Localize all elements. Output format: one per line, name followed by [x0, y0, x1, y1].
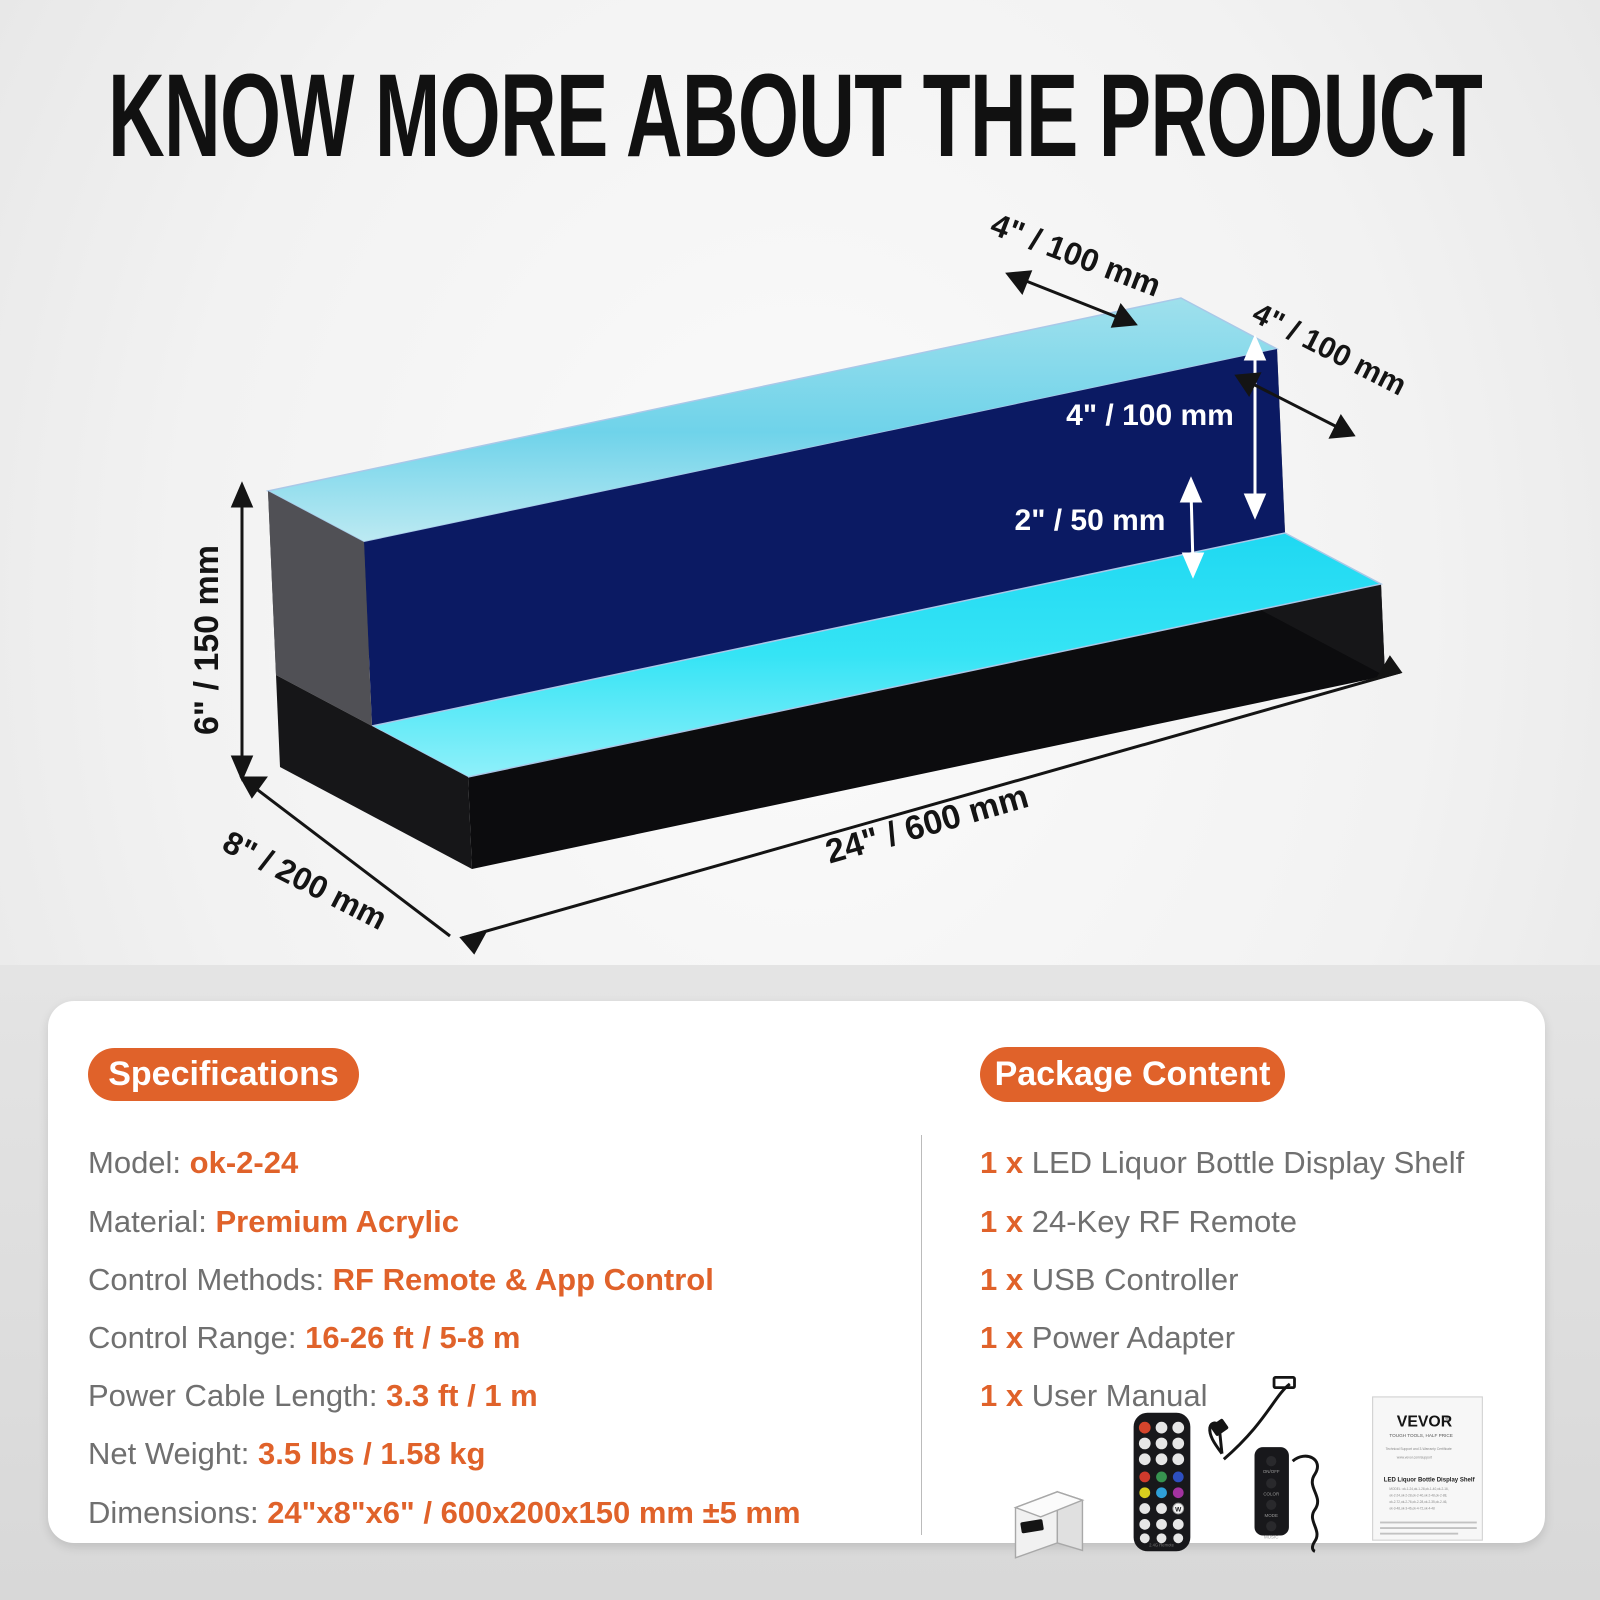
svg-text:8" / 200 mm: 8" / 200 mm	[217, 824, 393, 937]
svg-text:4" / 100 mm: 4" / 100 mm	[1066, 399, 1234, 432]
svg-text:24" / 600 mm: 24" / 600 mm	[821, 777, 1032, 871]
svg-text:4" / 100 mm: 4" / 100 mm	[986, 206, 1166, 304]
svg-text:www.vevor.com/support: www.vevor.com/support	[1397, 1455, 1432, 1459]
svg-text:LED Liquor Bottle Display Shel: LED Liquor Bottle Display Shelf	[1384, 1478, 1476, 1484]
svg-text:Technical Support and 3-Warran: Technical Support and 3-Warranty Certifi…	[1386, 1447, 1452, 1451]
svg-text:COLOR: COLOR	[1263, 1492, 1280, 1497]
svg-text:MODE: MODE	[1265, 1513, 1278, 1518]
svg-text:6" / 150 mm: 6" / 150 mm	[188, 545, 226, 735]
svg-text:ok-2-24,ok-2-28,ok-2-40,ok-2-4: ok-2-24,ok-2-28,ok-2-40,ok-2-48,ok-2-88,	[1389, 1493, 1447, 1497]
svg-text:W: W	[1175, 1506, 1182, 1513]
svg-text:ON/OFF: ON/OFF	[1263, 1469, 1280, 1474]
svg-text:MUSIC: MUSIC	[1264, 1534, 1279, 1539]
svg-text:MODEL: ok-1-24,ok-1-28,ok-1-40: MODEL: ok-1-24,ok-1-28,ok-1-40,ok-2-16,	[1389, 1487, 1448, 1491]
svg-text:2.4G Remote: 2.4G Remote	[1149, 1543, 1174, 1548]
svg-text:ok-3-48,ok-3-46,ok-4-72,ok-4-4: ok-3-48,ok-3-46,ok-4-72,ok-4-48	[1389, 1506, 1435, 1510]
svg-text:TOUGH TOOLS, HALF PRICE: TOUGH TOOLS, HALF PRICE	[1389, 1433, 1452, 1438]
svg-text:2" / 50 mm: 2" / 50 mm	[1015, 504, 1166, 537]
svg-text:ok-2-72,ok-2-76,ok-2-28,ok-2-3: ok-2-72,ok-2-76,ok-2-28,ok-2-35,ok-2-46,	[1389, 1500, 1447, 1504]
